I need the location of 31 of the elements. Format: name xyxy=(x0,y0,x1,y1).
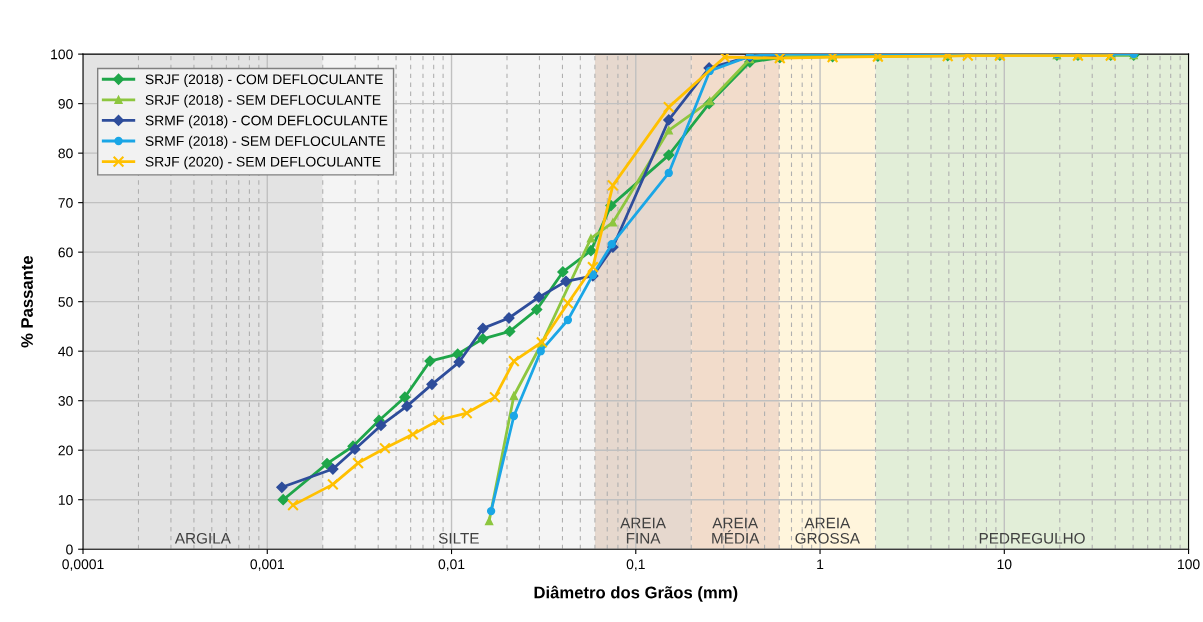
y-tick-label: 10 xyxy=(58,495,73,505)
x-axis-title: Diâmetro dos Grãos (mm) xyxy=(534,585,738,602)
x-tick-label: 1 xyxy=(817,559,824,570)
y-axis-title: % Passante xyxy=(21,255,33,348)
y-tick-label: 80 xyxy=(58,148,73,159)
x-tick-label: 0,01 xyxy=(438,559,465,571)
legend-label: SRMF (2018) - SEM DEFLOCULANTE xyxy=(145,135,386,149)
band-label: SILTE xyxy=(438,532,479,544)
legend-label: SRJF (2020) - SEM DEFLOCULANTE xyxy=(145,156,381,170)
x-tick-label: 100 xyxy=(1178,559,1200,570)
band-label: ARGILA xyxy=(174,532,231,544)
y-tick-label: 40 xyxy=(58,346,73,357)
legend-label: SRJF (2018) - SEM DEFLOCULANTE xyxy=(145,94,381,108)
band-label: AREIA FINA xyxy=(620,517,666,544)
x-tick-label: 0,0001 xyxy=(62,559,104,571)
legend-label: SRJF (2018) - COM DEFLOCULANTE xyxy=(145,74,383,87)
x-tick-label: 10 xyxy=(997,559,1012,570)
y-tick-label: 70 xyxy=(58,197,73,208)
y-tick-label: 30 xyxy=(58,396,73,406)
band-label: AREIA GROSSA xyxy=(795,517,860,544)
y-tick-label: 100 xyxy=(51,49,73,60)
y-tick-label: 90 xyxy=(58,98,73,109)
band-label: PEDREGULHO xyxy=(979,532,1085,544)
y-tick-label: 20 xyxy=(58,445,73,456)
band-label: AREIA MÉDIA xyxy=(712,517,760,544)
y-tick-label: 0 xyxy=(66,544,73,555)
y-tick-label: 50 xyxy=(58,297,73,307)
y-tick-label: 60 xyxy=(58,247,73,258)
x-tick-label: 0,001 xyxy=(250,559,284,571)
legend-label: SRMF (2018) - COM DEFLOCULANTE xyxy=(145,115,388,129)
x-tick-label: 0,1 xyxy=(626,559,645,571)
